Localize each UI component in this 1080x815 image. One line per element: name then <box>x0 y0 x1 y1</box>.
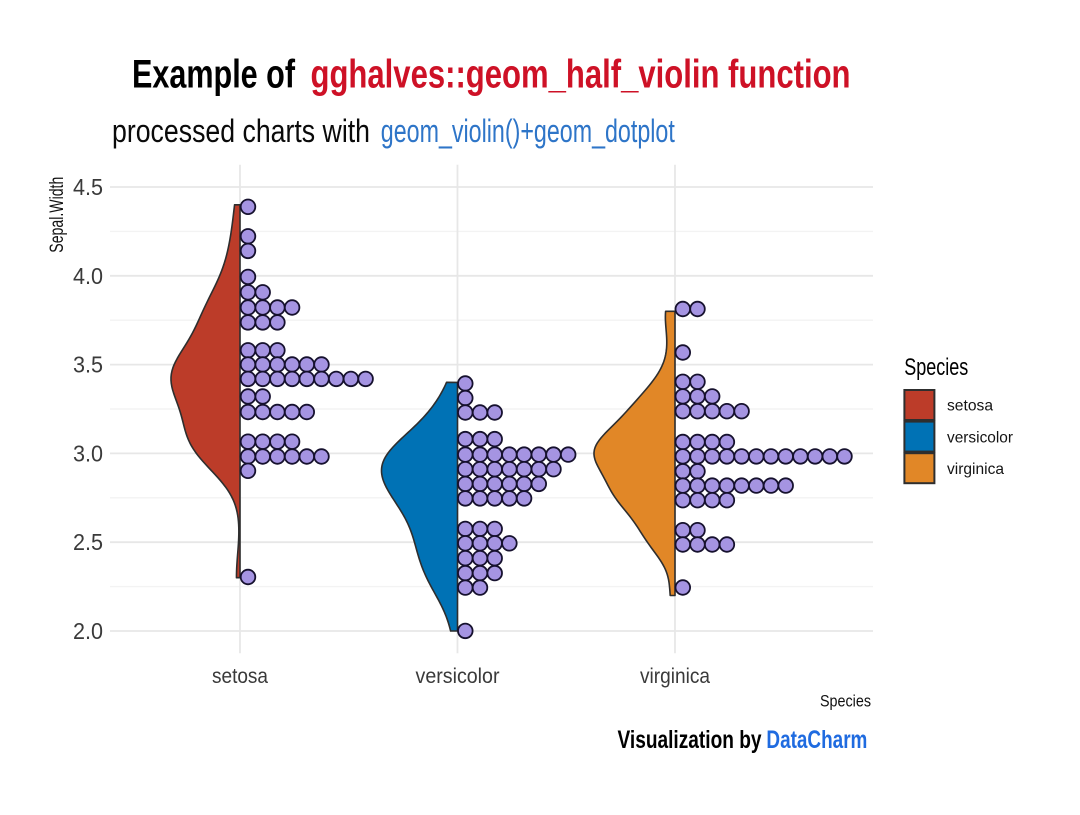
svg-text:processed charts with: processed charts with <box>112 113 370 149</box>
svg-text:3.0: 3.0 <box>73 440 103 466</box>
svg-text:3.5: 3.5 <box>73 352 103 378</box>
svg-text:virginica: virginica <box>640 665 710 688</box>
svg-text:setosa: setosa <box>947 398 993 415</box>
svg-text:setosa: setosa <box>212 665 268 688</box>
svg-text:2.5: 2.5 <box>73 529 103 555</box>
svg-text:versicolor: versicolor <box>947 429 1014 446</box>
svg-text:virginica: virginica <box>947 461 1004 478</box>
svg-text:4.5: 4.5 <box>73 174 103 200</box>
svg-text:Sepal.Width: Sepal.Width <box>47 177 68 253</box>
svg-text:Species: Species <box>820 691 871 710</box>
svg-text:DataCharm: DataCharm <box>766 726 867 754</box>
svg-text:gghalves::geom_half_violin fun: gghalves::geom_half_violin function <box>311 53 851 97</box>
svg-text:geom_violin()+geom_dotplot: geom_violin()+geom_dotplot <box>381 113 675 149</box>
svg-text:Species: Species <box>904 354 968 381</box>
svg-text:4.0: 4.0 <box>73 263 103 289</box>
svg-text:Example of: Example of <box>132 53 296 97</box>
svg-text:versicolor: versicolor <box>416 665 500 688</box>
svg-text:2.0: 2.0 <box>73 618 103 644</box>
svg-text:Visualization by: Visualization by <box>618 726 762 754</box>
